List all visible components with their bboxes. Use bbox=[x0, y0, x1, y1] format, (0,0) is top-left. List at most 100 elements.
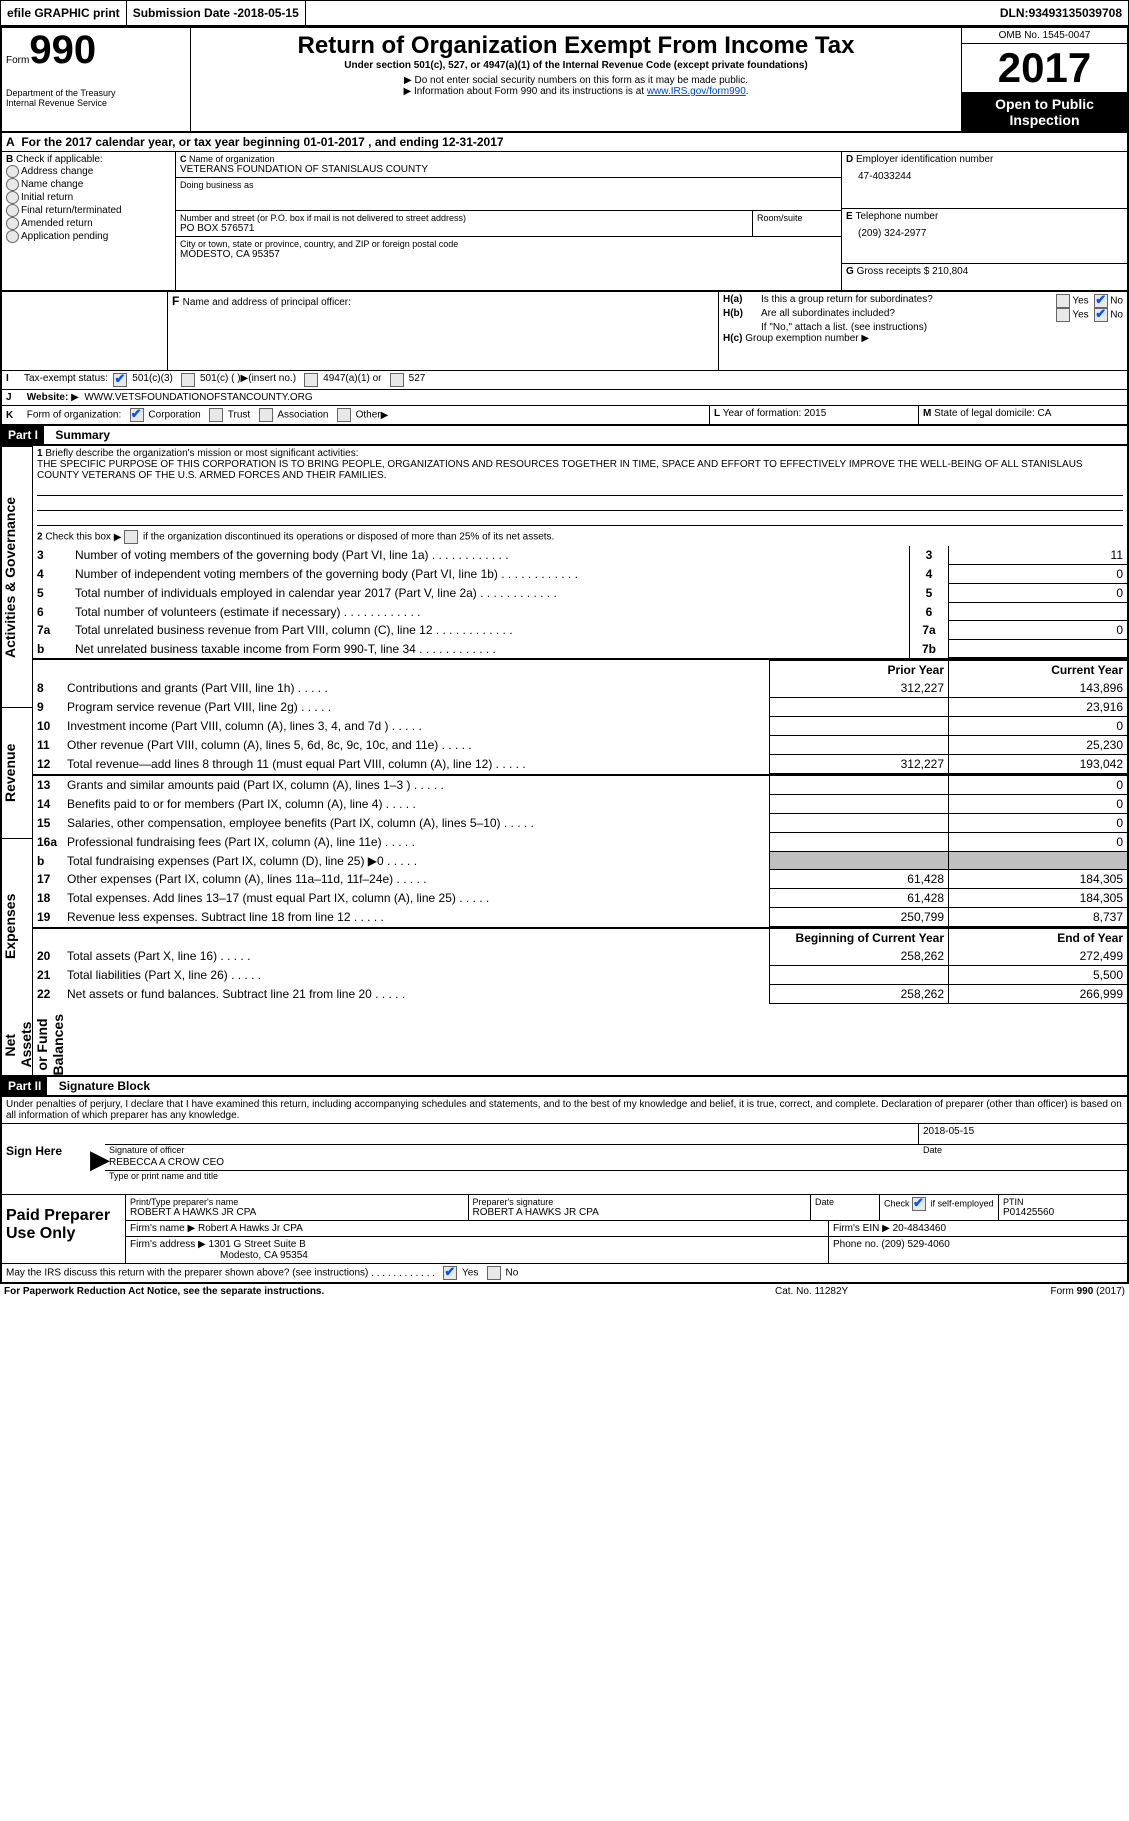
hb-no-check[interactable] bbox=[1094, 308, 1108, 322]
sign-here-block: Sign Here ▶ 2018-05-15 Signature of offi… bbox=[0, 1124, 1129, 1195]
title-block: Form990 Department of the Treasury Inter… bbox=[0, 26, 1129, 133]
arrow-icon bbox=[403, 86, 411, 97]
part1-content: 1 Briefly describe the organization's mi… bbox=[32, 446, 1127, 1075]
corp-check[interactable] bbox=[130, 408, 144, 422]
table-row: 10Investment income (Part VIII, column (… bbox=[33, 717, 1127, 736]
arrow-icon bbox=[187, 1223, 195, 1234]
open-inspection: Open to Public Inspection bbox=[962, 93, 1127, 131]
table-row: 18Total expenses. Add lines 13–17 (must … bbox=[33, 889, 1127, 908]
org-city: MODESTO, CA 95357 bbox=[180, 249, 837, 260]
arrow-icon bbox=[114, 532, 122, 543]
declaration: Under penalties of perjury, I declare th… bbox=[0, 1095, 1129, 1124]
firm-phone: (209) 529-4060 bbox=[881, 1239, 949, 1250]
submission-date: Submission Date - 2018-05-15 bbox=[127, 1, 306, 25]
side-labels: Activities & Governance Revenue Expenses… bbox=[2, 446, 32, 1075]
discontinued-check[interactable] bbox=[124, 530, 138, 544]
h-group: H(a) Is this a group return for subordin… bbox=[719, 292, 1127, 370]
table-row: 12Total revenue—add lines 8 through 11 (… bbox=[33, 755, 1127, 774]
irs-link[interactable]: www.IRS.gov/form990 bbox=[647, 86, 746, 97]
firm-ein: 20-4843460 bbox=[893, 1223, 946, 1234]
table-row: 16aProfessional fundraising fees (Part I… bbox=[33, 833, 1127, 852]
section-a-line: A For the 2017 calendar year, or tax yea… bbox=[0, 133, 1129, 151]
table-row: 3 Number of voting members of the govern… bbox=[33, 546, 1127, 565]
arrow-icon bbox=[882, 1223, 890, 1234]
table-row: 9Program service revenue (Part VIII, lin… bbox=[33, 698, 1127, 717]
arrow-icon bbox=[404, 75, 412, 86]
discuss-yes-check[interactable] bbox=[443, 1266, 457, 1280]
part2-header: Part II Signature Block bbox=[0, 1077, 1129, 1095]
gov-lines-table: 3 Number of voting members of the govern… bbox=[33, 546, 1127, 658]
other-check[interactable] bbox=[337, 408, 351, 422]
bracket-icon: ▶ bbox=[90, 1124, 105, 1194]
amended-return-check[interactable] bbox=[6, 217, 19, 230]
officer-group-row: F Name and address of principal officer:… bbox=[0, 292, 1129, 371]
hb-yes-check[interactable] bbox=[1056, 308, 1070, 322]
website-value: WWW.VETSFOUNDATIONOFSTANCOUNTY.ORG bbox=[84, 392, 312, 403]
line-1: 1 Briefly describe the organization's mi… bbox=[33, 446, 1127, 528]
gross-receipts: 210,804 bbox=[932, 266, 968, 277]
tax-exempt-row: I Tax-exempt status: 501(c)(3) 501(c) ( … bbox=[0, 371, 1129, 390]
527-check[interactable] bbox=[390, 373, 404, 387]
table-row: 22Net assets or fund balances. Subtract … bbox=[33, 985, 1127, 1004]
arrow-icon bbox=[381, 410, 389, 421]
4947-check[interactable] bbox=[304, 373, 318, 387]
firm-addr2: Modesto, CA 95354 bbox=[130, 1250, 824, 1261]
arrow-icon bbox=[861, 333, 869, 344]
title-right: OMB No. 1545-0047 2017 Open to Public In… bbox=[962, 28, 1127, 131]
table-row: 6 Total number of volunteers (estimate i… bbox=[33, 603, 1127, 621]
rev-table: Prior Year Current Year 8Contributions a… bbox=[33, 660, 1127, 774]
omb-number: OMB No. 1545-0047 bbox=[962, 28, 1127, 44]
table-row: 15Salaries, other compensation, employee… bbox=[33, 814, 1127, 833]
paid-preparer-block: Paid Preparer Use Only Print/Type prepar… bbox=[0, 1195, 1129, 1264]
table-row: 19Revenue less expenses. Subtract line 1… bbox=[33, 908, 1127, 927]
app-pending-check[interactable] bbox=[6, 230, 19, 243]
name-change-check[interactable] bbox=[6, 178, 19, 191]
state-domicile: CA bbox=[1038, 408, 1052, 419]
arrow-icon bbox=[198, 1239, 206, 1250]
dept-line-1: Department of the Treasury bbox=[6, 88, 186, 98]
website-row: J Website: WWW.VETSFOUNDATIONOFSTANCOUNT… bbox=[0, 390, 1129, 406]
header-bar: efile GRAPHIC print Submission Date - 20… bbox=[0, 0, 1129, 26]
table-row: bTotal fundraising expenses (Part IX, co… bbox=[33, 852, 1127, 870]
table-row: 13Grants and similar amounts paid (Part … bbox=[33, 776, 1127, 795]
title-center: Return of Organization Exempt From Incom… bbox=[191, 28, 962, 131]
ein: 47-4033244 bbox=[846, 165, 1123, 182]
table-row: 20Total assets (Part X, line 16) 258,262… bbox=[33, 947, 1127, 966]
form-title: Return of Organization Exempt From Incom… bbox=[199, 32, 953, 60]
table-row: 11Other revenue (Part VIII, column (A), … bbox=[33, 736, 1127, 755]
assoc-check[interactable] bbox=[259, 408, 273, 422]
trust-check[interactable] bbox=[209, 408, 223, 422]
table-row: 14Benefits paid to or for members (Part … bbox=[33, 795, 1127, 814]
org-address: PO BOX 576571 bbox=[180, 223, 748, 234]
col-deg: D Employer identification number 47-4033… bbox=[842, 152, 1127, 290]
501c3-check[interactable] bbox=[113, 373, 127, 387]
addr-change-check[interactable] bbox=[6, 165, 19, 178]
final-return-check[interactable] bbox=[6, 204, 19, 217]
table-row: 4 Number of independent voting members o… bbox=[33, 565, 1127, 584]
self-employed-check[interactable] bbox=[912, 1197, 926, 1211]
arrow-icon bbox=[71, 392, 79, 403]
tax-year: 2017 bbox=[962, 44, 1127, 93]
501c-check[interactable] bbox=[181, 373, 195, 387]
form-subtitle: Under section 501(c), 527, or 4947(a)(1)… bbox=[199, 60, 953, 71]
line-2: 2 Check this box if the organization dis… bbox=[33, 528, 1127, 546]
table-row: 7a Total unrelated business revenue from… bbox=[33, 621, 1127, 640]
part1-header: Part I Summary bbox=[0, 426, 1129, 444]
klm-row: K Form of organization: Corporation Trus… bbox=[0, 406, 1129, 426]
initial-return-check[interactable] bbox=[6, 191, 19, 204]
phone: (209) 324-2977 bbox=[846, 222, 1123, 239]
year-formation: 2015 bbox=[804, 408, 826, 419]
table-row: 17Other expenses (Part IX, column (A), l… bbox=[33, 870, 1127, 889]
arrow-icon bbox=[241, 373, 249, 387]
table-row: 21Total liabilities (Part X, line 26) 5,… bbox=[33, 966, 1127, 985]
exp-table: 13Grants and similar amounts paid (Part … bbox=[33, 776, 1127, 927]
ha-yes-check[interactable] bbox=[1056, 294, 1070, 308]
table-row: 8Contributions and grants (Part VIII, li… bbox=[33, 679, 1127, 698]
officer-name: REBECCA A CROW CEO bbox=[105, 1155, 1127, 1171]
net-table: Beginning of Current Year End of Year 20… bbox=[33, 929, 1127, 1004]
org-name: VETERANS FOUNDATION OF STANISLAUS COUNTY bbox=[180, 164, 837, 175]
efile-label: efile GRAPHIC print bbox=[1, 1, 127, 25]
firm-addr1: 1301 G Street Suite B bbox=[209, 1239, 306, 1250]
discuss-no-check[interactable] bbox=[487, 1266, 501, 1280]
form-number: 990 bbox=[29, 28, 96, 72]
